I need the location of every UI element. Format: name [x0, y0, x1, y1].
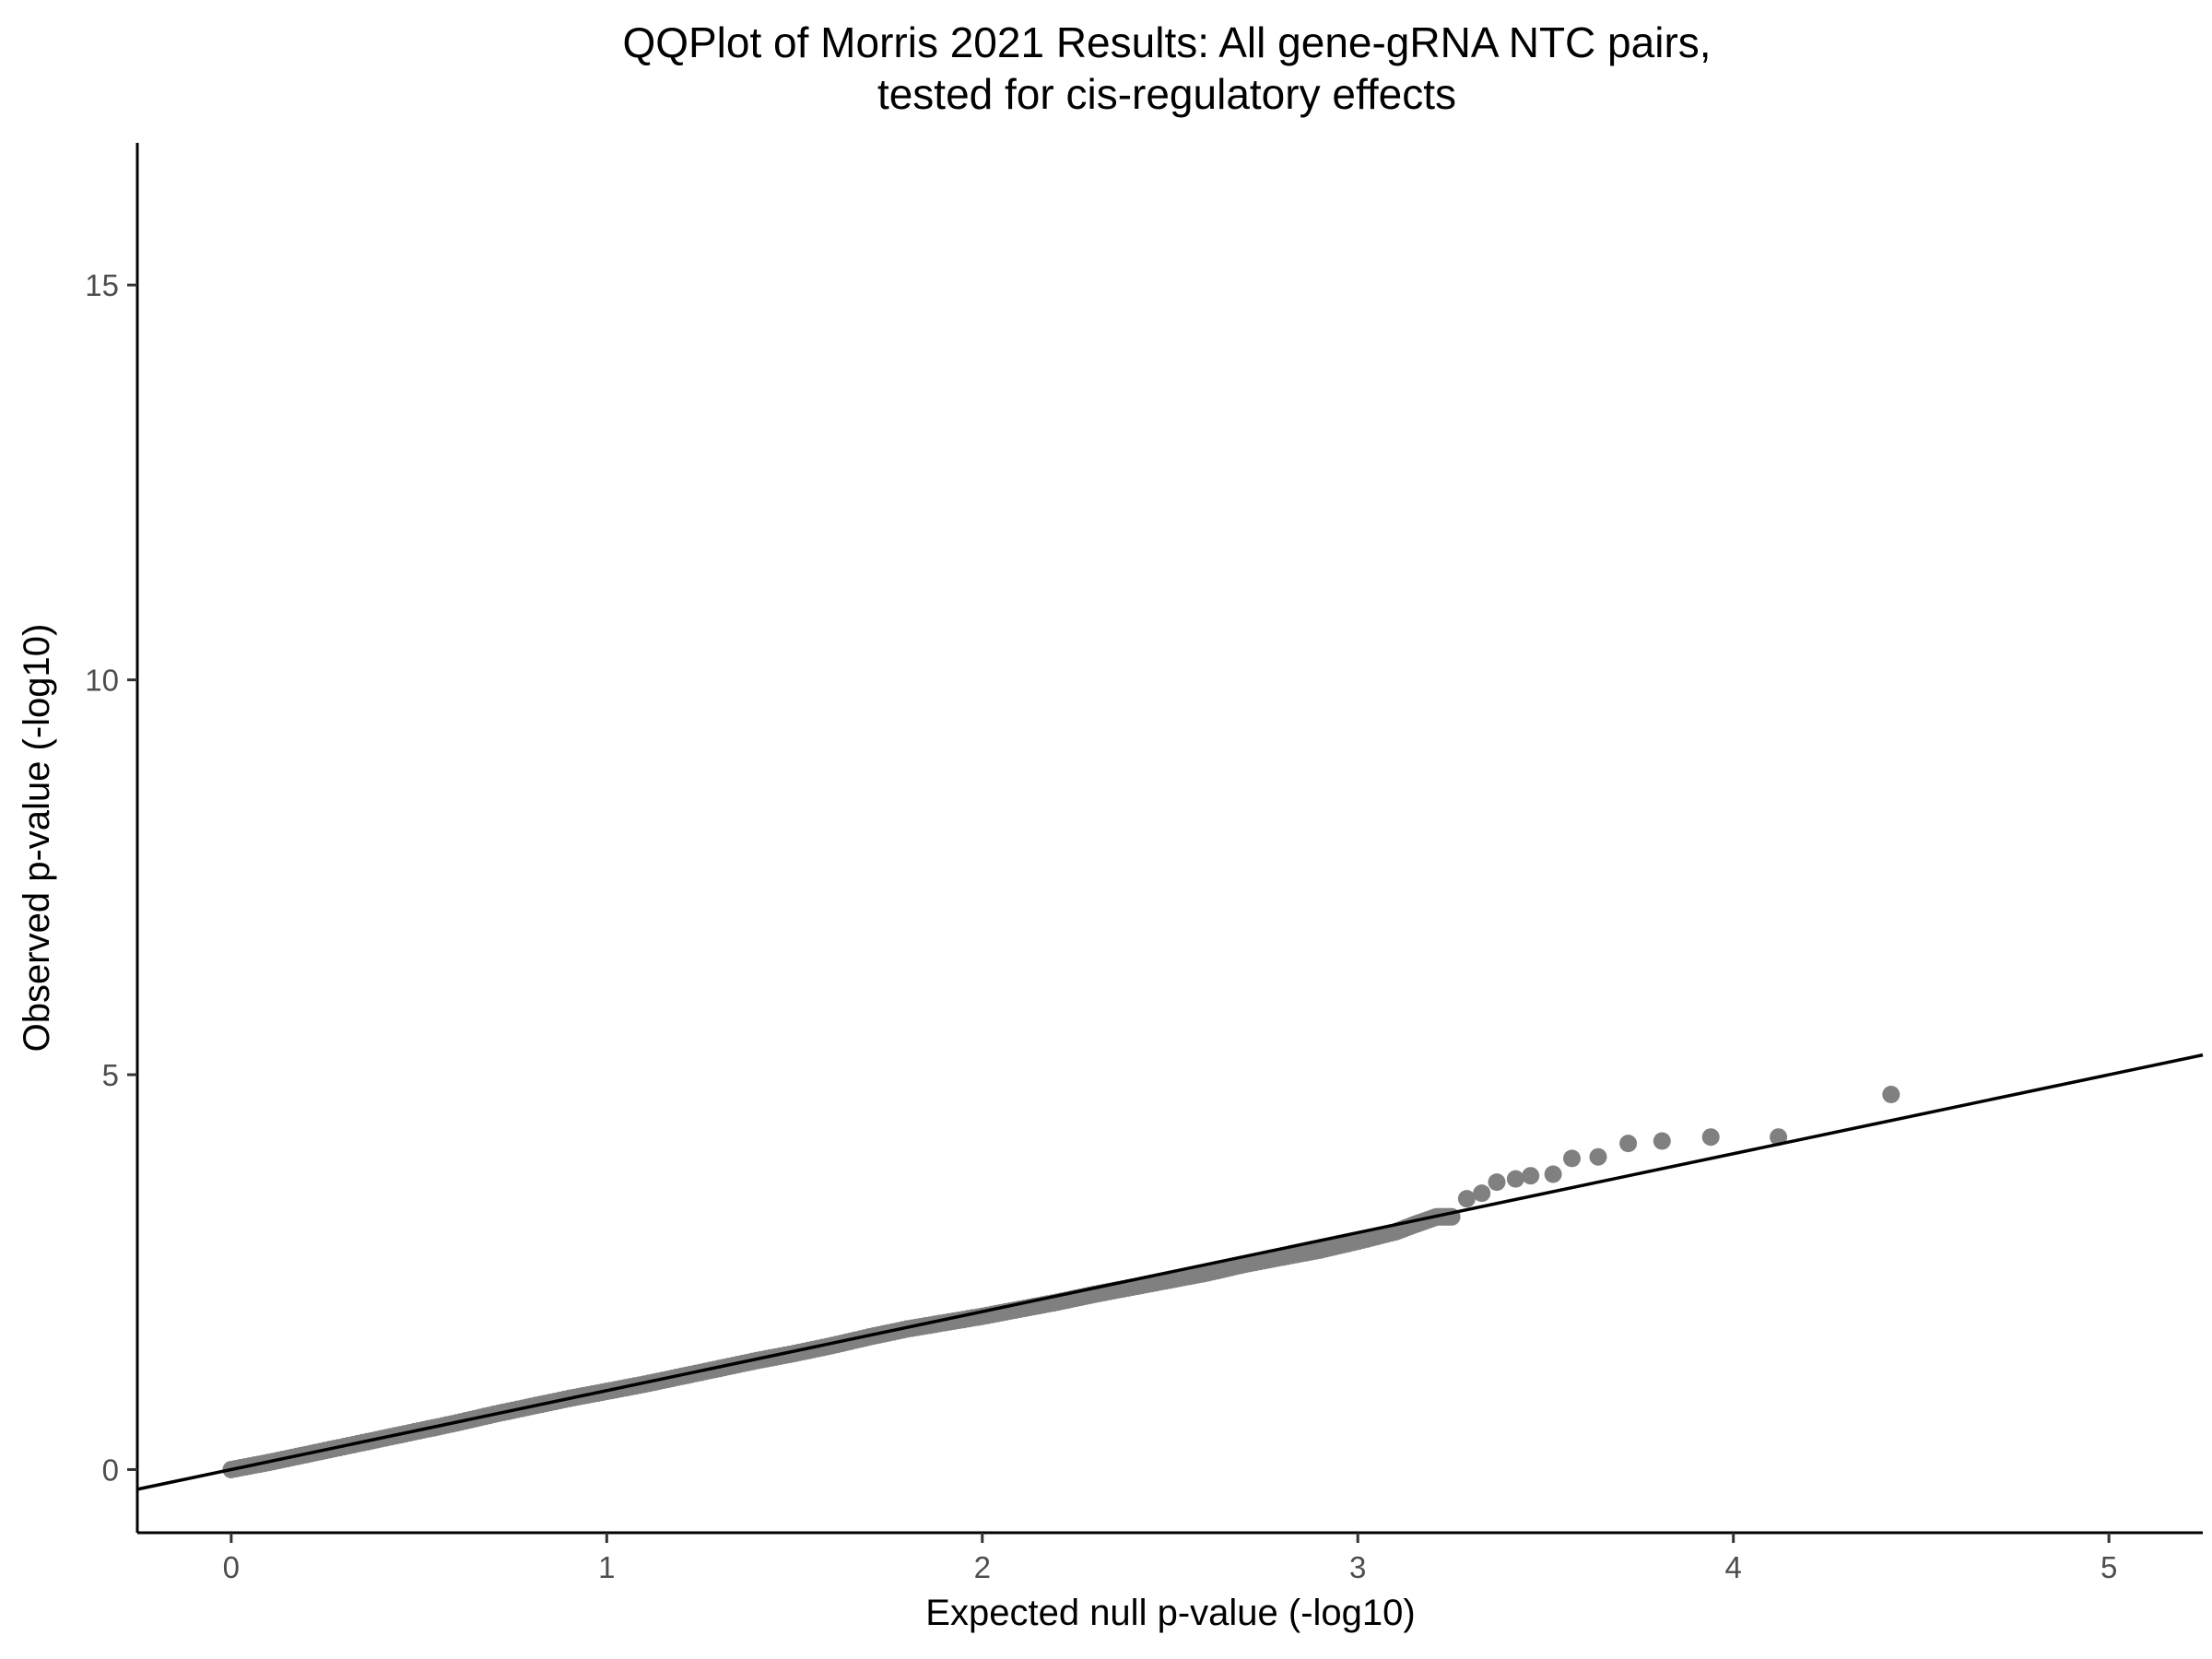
chart-title-line-1: QQPlot of Morris 2021 Results: All gene-…	[622, 18, 1711, 66]
x-axis-ticks: 0 1 2 3 4 5	[223, 1533, 2117, 1584]
data-point	[1653, 1132, 1671, 1150]
data-point	[1457, 1190, 1476, 1208]
x-tick-label: 3	[1349, 1550, 1366, 1584]
data-point	[1563, 1149, 1581, 1168]
x-tick-label: 5	[2100, 1550, 2117, 1584]
y-tick-label: 5	[102, 1058, 119, 1092]
data-point	[1473, 1184, 1491, 1203]
reference-line	[136, 1053, 2204, 1491]
data-point	[1488, 1173, 1506, 1192]
data-point	[1770, 1128, 1788, 1147]
x-tick-label: 2	[974, 1550, 991, 1584]
data-point	[1522, 1167, 1540, 1185]
data-point	[1589, 1147, 1607, 1166]
chart-title-line-2: tested for cis-regulatory effects	[877, 70, 1456, 118]
y-tick-label: 15	[85, 268, 119, 302]
y-tick-label: 0	[102, 1453, 119, 1487]
data-point	[1619, 1135, 1638, 1153]
data-point	[1506, 1170, 1524, 1188]
y-tick-label: 10	[85, 664, 119, 698]
x-tick-label: 1	[598, 1550, 615, 1584]
y-axis-ticks: 0 5 10 15	[85, 268, 137, 1487]
x-tick-label: 4	[1725, 1550, 1742, 1584]
x-axis-title: Expected null p-value (-log10)	[925, 1593, 1415, 1633]
plot-area	[136, 1053, 2204, 1491]
x-tick-label: 0	[223, 1550, 240, 1584]
data-point	[1544, 1165, 1562, 1183]
y-axis-title: Observed p-value (-log10)	[17, 624, 57, 1053]
data-point	[1701, 1128, 1720, 1147]
data-point	[1882, 1086, 1900, 1103]
